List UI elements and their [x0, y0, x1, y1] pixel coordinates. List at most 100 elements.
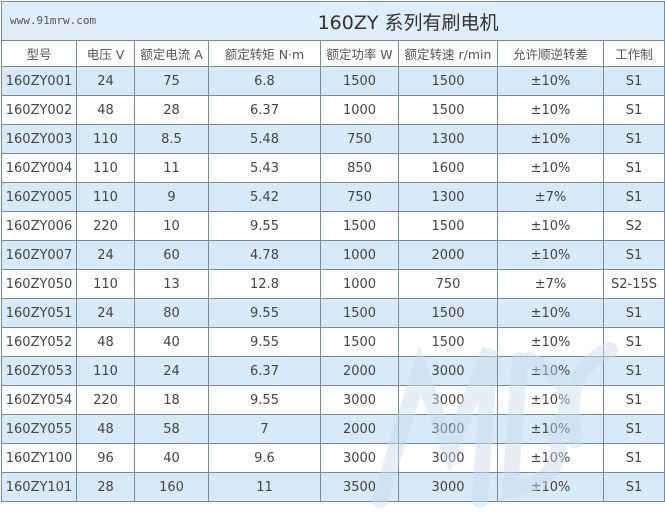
table-cell: 2000 [398, 240, 498, 270]
table-cell: 1500 [398, 298, 498, 328]
table-cell: 110 [76, 124, 135, 154]
table-cell: S1 [602, 182, 665, 212]
table-cell: 160ZY055 [1, 414, 77, 444]
table-cell: 48 [76, 414, 135, 444]
table-cell: 13 [134, 269, 209, 299]
table-cell: 3000 [320, 443, 399, 473]
table-cell: 3000 [320, 385, 399, 415]
table-cell: 9.55 [208, 385, 321, 415]
table-cell: 60 [134, 240, 209, 270]
table-cell: ±10% [497, 327, 604, 357]
table-cell: 40 [134, 327, 209, 357]
table-cell: 6.8 [208, 66, 321, 96]
table-cell: 1600 [398, 153, 498, 183]
table-row: 160ZY005 110 9 5.42 750 1300 ±7% S1 [1, 182, 665, 212]
table-cell: 1500 [398, 327, 498, 357]
table-cell: 11 [208, 472, 321, 502]
table-cell: ±10% [497, 153, 604, 183]
table-cell: 11 [134, 153, 209, 183]
table-cell: S1 [602, 153, 665, 183]
table-row: 160ZY006 220 10 9.55 1500 1500 ±10% S2 [1, 211, 665, 241]
table-cell: S1 [602, 443, 665, 473]
table-cell: ±7% [497, 182, 604, 212]
table-title: 160ZY 系列有刷电机 [0, 1, 665, 41]
table-cell: S2 [602, 211, 665, 241]
table-cell: S1 [602, 472, 665, 502]
table-cell: ±10% [497, 443, 604, 473]
table-cell: 3000 [398, 385, 498, 415]
table-cell: 12.8 [208, 269, 321, 299]
table-cell: 1500 [320, 327, 399, 357]
table-cell: 24 [134, 356, 209, 386]
table-cell: ±10% [497, 240, 604, 270]
table-row: 160ZY001 24 75 6.8 1500 1500 ±10% S1 [1, 66, 665, 96]
table-cell: 2000 [320, 356, 399, 386]
table-cell: 6.37 [208, 95, 321, 125]
table-row: 160ZY055 48 58 7 2000 3000 ±10% S1 [1, 414, 665, 444]
table-cell: 28 [76, 472, 135, 502]
table-cell: S2-15S [602, 269, 665, 299]
table-row: 160ZY051 24 80 9.55 1500 1500 ±10% S1 [1, 298, 665, 328]
table-cell: 1500 [320, 298, 399, 328]
column-header: 额定电流 A [134, 40, 209, 67]
table-cell: 160ZY006 [1, 211, 77, 241]
table-cell: 7 [208, 414, 321, 444]
table-cell: 96 [76, 443, 135, 473]
table-cell: 2000 [320, 414, 399, 444]
table-cell: 750 [320, 182, 399, 212]
table-cell: 850 [320, 153, 399, 183]
table-cell: 9.55 [208, 211, 321, 241]
table-cell: 1300 [398, 124, 498, 154]
table-cell: 1500 [320, 66, 399, 96]
table-cell: 160ZY004 [1, 153, 77, 183]
column-header: 工作制 [602, 40, 665, 67]
table-cell: ±10% [497, 66, 604, 96]
table-cell: 9.6 [208, 443, 321, 473]
table-cell: S1 [602, 124, 665, 154]
table-cell: S1 [602, 66, 665, 96]
table-cell: 110 [76, 153, 135, 183]
table-cell: 24 [76, 298, 135, 328]
table-cell: 24 [76, 240, 135, 270]
table-cell: 160ZY051 [1, 298, 77, 328]
table-cell: 160ZY100 [1, 443, 77, 473]
table-cell: 48 [76, 327, 135, 357]
table-cell: 48 [76, 95, 135, 125]
table-cell: 75 [134, 66, 209, 96]
table-cell: 80 [134, 298, 209, 328]
table-cell: 9.55 [208, 298, 321, 328]
table-row: 160ZY052 48 40 9.55 1500 1500 ±10% S1 [1, 327, 665, 357]
table-cell: 160ZY052 [1, 327, 77, 357]
table-cell: 6.37 [208, 356, 321, 386]
table-row: 160ZY050 110 13 12.8 1000 750 ±7% S2-15S [1, 269, 665, 299]
table-cell: S1 [602, 414, 665, 444]
table-cell: S1 [602, 298, 665, 328]
table-cell: 220 [76, 211, 135, 241]
table-cell: 1000 [320, 240, 399, 270]
table-cell: S1 [602, 240, 665, 270]
table-cell: ±10% [497, 414, 604, 444]
table-cell: 160ZY003 [1, 124, 77, 154]
table-cell: S1 [602, 385, 665, 415]
table-cell: 160ZY054 [1, 385, 77, 415]
table-cell: 58 [134, 414, 209, 444]
table-cell: 750 [320, 124, 399, 154]
table-cell: 1000 [320, 95, 399, 125]
table-cell: 220 [76, 385, 135, 415]
table-cell: 24 [76, 66, 135, 96]
table-cell: 1500 [398, 95, 498, 125]
table-row: 160ZY101 28 160 11 3500 3000 ±10% S1 [1, 472, 665, 502]
table-cell: ±10% [497, 211, 604, 241]
table-cell: 1500 [398, 211, 498, 241]
table-cell: 3500 [320, 472, 399, 502]
column-header: 额定功率 W [320, 40, 399, 67]
table-row: 160ZY003 110 8.5 5.48 750 1300 ±10% S1 [1, 124, 665, 154]
table-cell: 1300 [398, 182, 498, 212]
table-row: 160ZY100 96 40 9.6 3000 3000 ±10% S1 [1, 443, 665, 473]
table-cell: ±10% [497, 356, 604, 386]
table-cell: 5.48 [208, 124, 321, 154]
table-cell: 110 [76, 182, 135, 212]
watermark-text: www.91mrw.com [10, 14, 97, 27]
table-cell: 10 [134, 211, 209, 241]
